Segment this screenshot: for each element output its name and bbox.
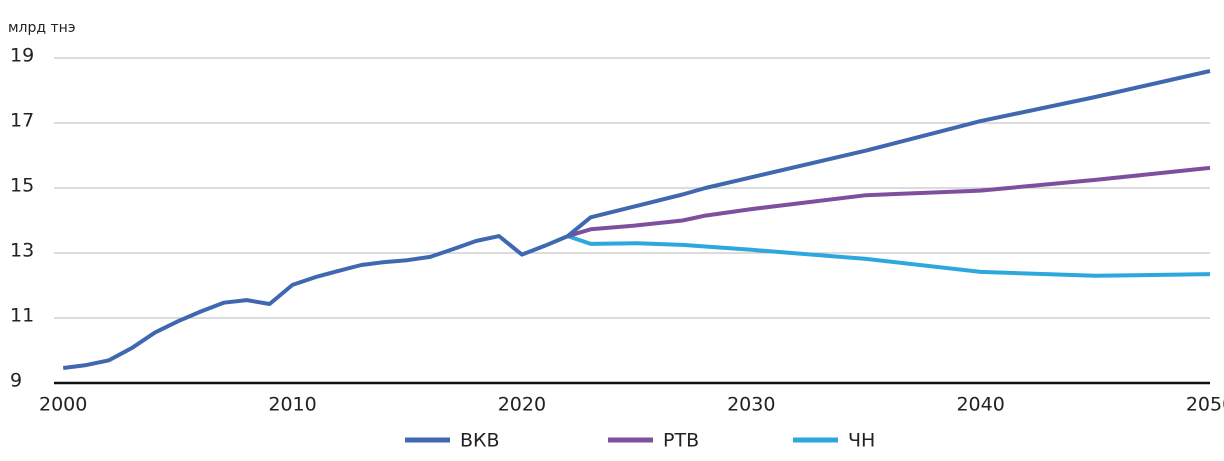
x-tick-label: 2040	[956, 394, 1004, 416]
legend-label: РТВ	[663, 430, 699, 452]
x-tick-label: 2050	[1186, 394, 1224, 416]
series-line	[567, 165, 1211, 239]
x-tick-label: 2020	[498, 394, 546, 416]
series-line	[567, 234, 1211, 278]
legend-label: ЧН	[848, 430, 875, 452]
y-tick-label: 15	[10, 175, 34, 197]
legend-label: ВКВ	[460, 430, 500, 452]
x-tick-label: 2010	[268, 394, 316, 416]
y-tick-label: 13	[10, 240, 34, 262]
series-line	[62, 69, 1211, 370]
y-axis-label: млрд тнэ	[8, 20, 76, 36]
x-tick-label: 2030	[727, 394, 775, 416]
y-tick-label: 17	[10, 110, 34, 132]
x-tick-label: 2000	[39, 394, 87, 416]
y-tick-label: 19	[10, 45, 34, 67]
y-tick-label: 9	[10, 370, 22, 392]
y-tick-label: 11	[10, 305, 34, 327]
